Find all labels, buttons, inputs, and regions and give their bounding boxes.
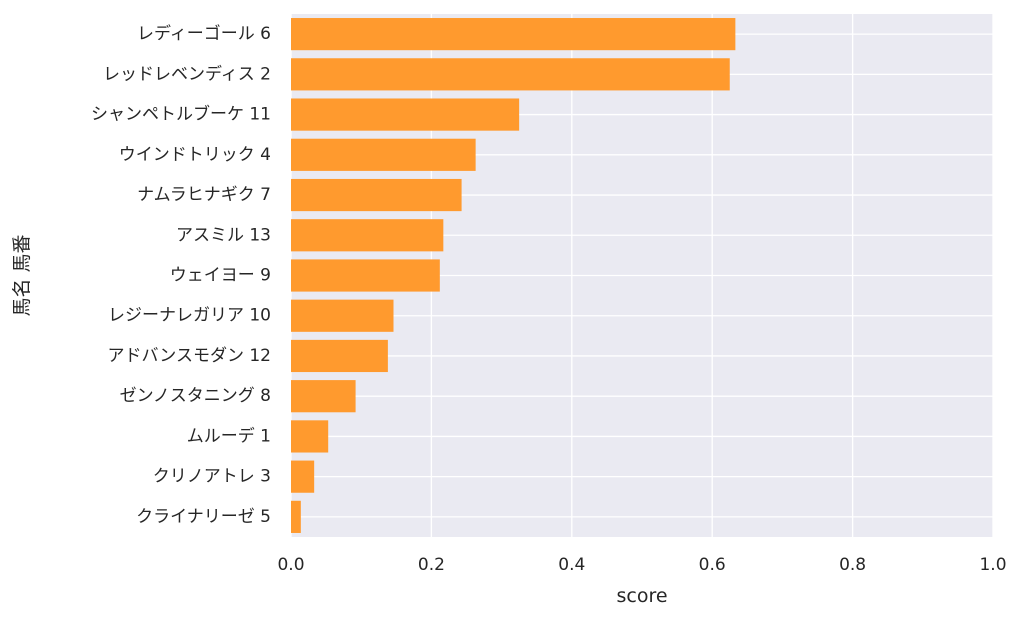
y-tick-label: ゼンノスタニング 8 — [120, 386, 271, 406]
y-tick-label: ムルーデ 1 — [187, 425, 271, 446]
x-tick-label: 0.4 — [558, 555, 585, 575]
x-tick-label: 0.8 — [839, 555, 866, 575]
y-tick-label: レッドレベンディス 2 — [103, 63, 271, 84]
x-tick-label: 1.0 — [979, 555, 1006, 575]
y-tick-label: レジーナレガリア 10 — [108, 306, 271, 326]
bar — [291, 380, 356, 413]
y-tick-label: ウインドトリック 4 — [119, 145, 271, 165]
y-tick-label: ナムラヒナギク 7 — [137, 185, 271, 205]
x-tick-label: 0.2 — [418, 555, 445, 575]
bar — [291, 299, 394, 332]
bar — [291, 460, 315, 493]
y-tick-label: クリノアトレ 3 — [153, 467, 271, 487]
bar — [291, 98, 520, 131]
bar — [291, 18, 736, 51]
x-tick-label: 0.6 — [699, 555, 726, 575]
bar — [291, 500, 301, 533]
x-axis-label: score — [616, 585, 667, 607]
y-tick-label: アスミル 13 — [176, 225, 271, 245]
bar — [291, 138, 476, 171]
y-tick-labels: レディーゴール 6 レッドレベンディス 2 シャンペトルブーケ 11 ウインドトリック… — [91, 23, 271, 527]
bar — [291, 420, 329, 453]
bar — [291, 178, 462, 212]
y-tick-label: レディーゴール 6 — [137, 23, 271, 44]
bars — [291, 18, 736, 533]
y-tick-label: シャンペトルブーケ 11 — [91, 104, 271, 125]
bar — [291, 339, 388, 373]
x-tick-label: 0.0 — [277, 555, 304, 575]
bar — [291, 58, 730, 91]
y-tick-label: クライナリーゼ 5 — [136, 507, 271, 527]
y-tick-label: ウェイヨー 9 — [170, 266, 271, 286]
x-tick-labels: 0.0 0.2 0.4 0.6 0.8 1.0 — [277, 555, 1006, 575]
bar — [291, 259, 440, 292]
y-axis-label: 馬名 馬番 — [11, 234, 33, 316]
bar — [291, 219, 444, 252]
y-tick-label: アドバンスモダン 12 — [107, 346, 271, 366]
